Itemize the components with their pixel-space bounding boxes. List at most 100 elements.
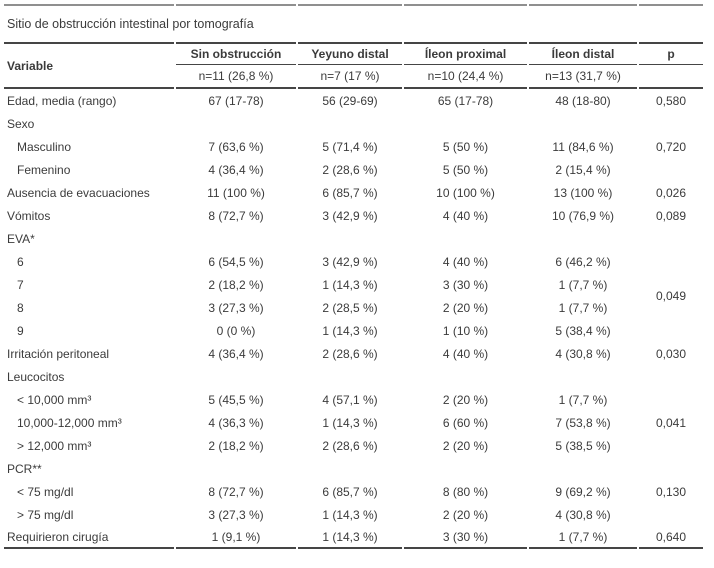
p-value: 0,580: [655, 93, 687, 108]
rule-segment: [4, 4, 174, 6]
cell-value: 5 (50 %): [442, 162, 489, 177]
table-row: Vómitos 8 (72,7 %) 3 (42,9 %) 4 (40 %) 10 (7…: [4, 204, 703, 227]
n-count: n=7 (17 %): [298, 65, 402, 89]
cell-value: 11 (100 %): [207, 185, 265, 200]
p-value: [639, 227, 703, 250]
cell-value: 3 (30 %): [404, 526, 527, 549]
cell-value: [404, 365, 527, 388]
p-value: [639, 388, 703, 411]
n-count: n=10 (24,4 %): [404, 65, 527, 89]
row-label: PCR**: [7, 461, 42, 476]
n-count: n=11 (26,8 %): [176, 65, 296, 89]
cell-value: 3 (27,3 %): [208, 300, 264, 315]
cell-value: 2 (20 %): [442, 392, 489, 407]
p-value: 0,640: [639, 526, 703, 549]
cell-value: [404, 112, 527, 135]
rule-segment: [404, 4, 527, 6]
cell-value: 2 (28,6 %): [322, 346, 378, 361]
row-label: 9: [17, 323, 24, 338]
cell-value: 1 (14,3 %): [322, 415, 378, 430]
cell-value: 4 (36,3 %): [208, 415, 264, 430]
obstruction-site-table: Variable Sin obstrucción Yeyuno distal Í…: [2, 42, 705, 549]
p-value: 0,089: [655, 208, 687, 223]
cell-value: 1 (14,3 %): [298, 526, 402, 549]
cell-value: 1 (7,7 %): [529, 526, 637, 549]
cell-value: 9 (69,2 %): [555, 484, 611, 499]
cell-value: 2 (28,6 %): [322, 162, 378, 177]
cell-value: 3 (27,3 %): [208, 507, 264, 522]
cell-value: [176, 457, 296, 480]
cell-value: 2 (20 %): [442, 300, 489, 315]
row-label: > 12,000 mm³: [17, 438, 92, 453]
cell-value: 7 (63,6 %): [208, 139, 264, 154]
cell-value: 8 (80 %): [442, 484, 489, 499]
row-label: Leucocitos: [7, 369, 65, 384]
p-value: [639, 503, 703, 526]
p-value: [639, 434, 703, 457]
p-value: 0,026: [655, 185, 687, 200]
table-row: Requirieron cirugía 1 (9,1 %) 1 (14,3 %) 3 …: [4, 526, 703, 549]
table-row: 8 3 (27,3 %) 2 (28,5 %) 2 (20 %) 1 (7,7 %): [4, 296, 703, 319]
row-label: < 10,000 mm³: [17, 392, 92, 407]
column-header-ileon-distal: Íleon distal: [529, 42, 637, 65]
cell-value: [529, 227, 637, 250]
cell-value: 13 (100 %): [553, 185, 613, 200]
row-label: < 75 mg/dl: [17, 484, 74, 499]
cell-value: 6 (85,7 %): [322, 185, 378, 200]
row-label: Masculino: [17, 139, 72, 154]
cell-value: 1 (7,7 %): [558, 277, 608, 292]
table-row: Edad, media (rango) 67 (17-78) 56 (29-69) 6…: [4, 89, 703, 112]
cell-value: [298, 457, 402, 480]
cell-value: [529, 457, 637, 480]
p-value: [639, 365, 703, 388]
cell-value: 5 (50 %): [442, 139, 489, 154]
row-label: > 75 mg/dl: [17, 507, 74, 522]
row-label: Requirieron cirugía: [4, 526, 174, 549]
table-row: < 10,000 mm³ 5 (45,5 %) 4 (57,1 %) 2 (20 %)…: [4, 388, 703, 411]
cell-value: 2 (20 %): [442, 438, 489, 453]
row-label: Femenino: [17, 162, 71, 177]
rule-segment: [529, 4, 637, 6]
column-header-ileon-proximal: Íleon proximal: [404, 42, 527, 65]
cell-value: 1 (14,3 %): [322, 507, 378, 522]
cell-value: [298, 112, 402, 135]
cell-value: 11 (84,6 %): [552, 139, 614, 154]
cell-value: 3 (42,9 %): [322, 254, 378, 269]
cell-value: [176, 227, 296, 250]
table-row: 7 2 (18,2 %) 1 (14,3 %) 3 (30 %) 1 (7,7 %): [4, 273, 703, 296]
cell-value: 1 (14,3 %): [322, 323, 378, 338]
cell-value: 3 (42,9 %): [322, 208, 378, 223]
cell-value: 5 (38,4 %): [555, 323, 611, 338]
cell-value: [176, 112, 296, 135]
column-header-p: p: [639, 42, 703, 65]
cell-value: 2 (18,2 %): [208, 277, 264, 292]
cell-value: 4 (40 %): [442, 208, 489, 223]
table-header: Variable Sin obstrucción Yeyuno distal Í…: [4, 42, 703, 89]
row-label: 10,000-12,000 mm³: [17, 415, 122, 430]
row-label: Irritación peritoneal: [7, 346, 110, 361]
p-value: [639, 457, 703, 480]
rule-segment: [176, 4, 296, 6]
cell-value: 2 (28,5 %): [322, 300, 378, 315]
cell-value: 1 (9,1 %): [176, 526, 296, 549]
cell-value: 1 (7,7 %): [558, 300, 608, 315]
p-value: [639, 112, 703, 135]
cell-value: 8 (72,7 %): [208, 484, 264, 499]
cell-value: 10 (76,9 %): [551, 208, 615, 223]
cell-value: 67 (17-78): [208, 93, 264, 108]
cell-value: 10 (100 %): [436, 185, 495, 200]
cell-value: 2 (18,2 %): [208, 438, 264, 453]
cell-value: [529, 365, 637, 388]
table-row: PCR**: [4, 457, 703, 480]
row-label: 6: [17, 254, 24, 269]
table-row: > 12,000 mm³ 2 (18,2 %) 2 (28,6 %) 2 (20 %)…: [4, 434, 703, 457]
cell-value: 7 (53,8 %): [555, 415, 611, 430]
header-row-n: n=11 (26,8 %) n=7 (17 %) n=10 (24,4 %) n…: [4, 65, 703, 89]
row-label: Ausencia de evacuaciones: [7, 185, 150, 200]
cell-value: 4 (40 %): [442, 254, 489, 269]
cell-value: 5 (71,4 %): [322, 139, 378, 154]
row-label: 8: [17, 300, 24, 315]
table-row: Ausencia de evacuaciones 11 (100 %) 6 (85,…: [4, 181, 703, 204]
table-row: 6 6 (54,5 %) 3 (42,9 %) 4 (40 %) 6 (46,2 %) 0…: [4, 250, 703, 304]
cell-value: [404, 457, 527, 480]
